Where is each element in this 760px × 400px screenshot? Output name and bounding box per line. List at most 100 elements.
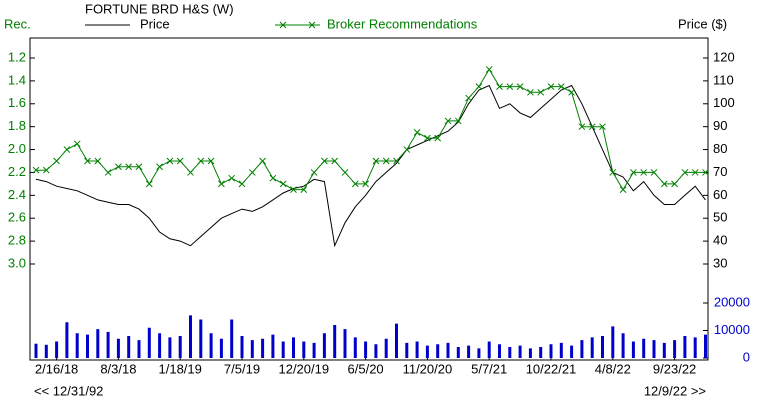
volume-bar [44, 344, 48, 358]
y-axis-label: Rec. [4, 16, 31, 31]
series-marker [382, 157, 390, 165]
volume-bar [302, 341, 306, 358]
x-tick-label: 1/18/19 [159, 361, 202, 376]
series-marker [351, 180, 359, 188]
series-marker [362, 180, 369, 188]
series-marker [279, 180, 287, 188]
volume-bar [178, 336, 182, 358]
series-marker [660, 180, 668, 188]
series-marker [557, 83, 565, 90]
series-marker [424, 134, 431, 142]
volume-bar [528, 348, 532, 358]
series-marker [465, 94, 472, 102]
volume-bar [374, 344, 378, 358]
series-marker [321, 157, 328, 165]
volume-bar [673, 340, 677, 358]
volume-bar [590, 337, 594, 358]
legend-marker [308, 21, 316, 29]
series-marker [475, 83, 483, 90]
volume-bar [240, 336, 244, 358]
volume-bar [477, 348, 481, 358]
volume-bar [539, 347, 543, 358]
y-tick-label: 2.2 [8, 164, 26, 179]
series-marker [547, 83, 555, 90]
volume-bar [642, 338, 646, 358]
y-tick-label: 2.8 [8, 233, 26, 248]
y2-tick-label: 40 [713, 233, 727, 248]
series-marker [84, 157, 91, 165]
volume-bar [199, 319, 203, 358]
series-marker [413, 129, 421, 136]
series-marker [310, 169, 318, 176]
y-tick-label: 1.8 [8, 118, 26, 133]
series-marker [300, 186, 308, 193]
volume-bar [106, 331, 110, 358]
x-tick-label: 6/5/20 [348, 361, 384, 376]
y2-tick-label: 90 [713, 118, 727, 133]
x-tick-label: 5/7/21 [471, 361, 507, 376]
series-marker [290, 186, 297, 193]
volume-bar [333, 325, 337, 358]
series-marker [145, 180, 153, 188]
y-tick-label: 2.0 [8, 141, 26, 156]
volume-bar [662, 342, 666, 358]
series-marker [434, 134, 442, 142]
series-marker [32, 166, 40, 174]
series-marker [73, 140, 81, 148]
series-marker [94, 157, 102, 165]
x-tick-label: 8/3/18 [100, 361, 136, 376]
y-tick-label: 1.4 [8, 72, 26, 87]
series-marker [259, 157, 266, 165]
x-tick-label: 7/5/19 [224, 361, 260, 376]
series-marker [393, 157, 400, 165]
volume-bar [559, 342, 563, 358]
volume-tick-label: 10000 [714, 322, 750, 337]
volume-bar [322, 333, 326, 358]
volume-bar [343, 329, 347, 358]
legend-label: Broker Recommendations [327, 16, 478, 31]
series-marker [341, 169, 349, 176]
x-tick-label: 2/16/18 [35, 361, 78, 376]
volume-bar [292, 337, 295, 358]
y2-tick-label: 80 [713, 141, 727, 156]
series-marker [197, 157, 205, 165]
legend-marker [279, 21, 287, 29]
y2-tick-label: 70 [713, 164, 727, 179]
series-marker [702, 169, 709, 176]
y-tick-label: 2.4 [8, 187, 26, 202]
x-tick-label: 11/20/20 [403, 361, 453, 376]
series-line [36, 68, 706, 191]
y-tick-label: 1.2 [8, 49, 26, 64]
volume-bar [353, 337, 357, 358]
y2-tick-label: 120 [713, 49, 735, 64]
volume-bar [281, 341, 285, 358]
series-marker [187, 169, 194, 176]
volume-bar [518, 345, 522, 358]
volume-bar [55, 341, 59, 358]
series-marker [671, 180, 678, 188]
volume-bar [405, 342, 409, 358]
series-marker [372, 157, 380, 165]
series-marker [619, 186, 627, 193]
volume-bar [415, 341, 419, 358]
range-start: << 12/31/92 [34, 383, 103, 398]
series-marker [176, 157, 184, 165]
volume-bar [580, 340, 584, 358]
series-marker [403, 146, 411, 153]
volume-bar [261, 338, 265, 358]
volume-bar [65, 322, 69, 358]
volume-bar [116, 338, 120, 358]
volume-bar [467, 345, 471, 358]
series-marker [135, 163, 143, 171]
volume-bar [75, 333, 79, 358]
volume-bar [127, 336, 131, 358]
series-marker [238, 180, 246, 188]
volume-tick-label: 20000 [714, 294, 750, 309]
series-marker [63, 146, 71, 153]
volume-bar [425, 345, 429, 358]
series-marker [125, 163, 133, 171]
volume-bar [168, 337, 172, 358]
series-marker [506, 83, 514, 90]
series-marker [228, 174, 236, 182]
